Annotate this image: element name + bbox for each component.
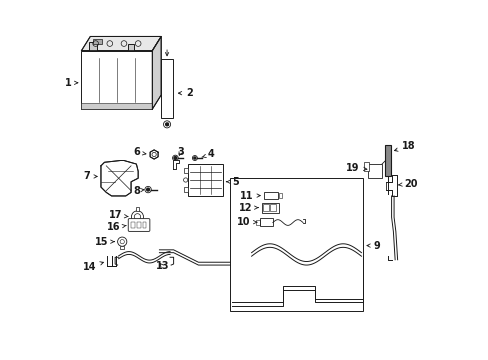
Bar [131,222,135,228]
Text: 9: 9 [366,240,380,251]
Text: 10: 10 [237,217,256,227]
Circle shape [192,156,197,161]
Circle shape [144,186,151,193]
Text: 16: 16 [107,222,126,233]
Text: 19: 19 [346,163,366,172]
Polygon shape [152,36,161,109]
Polygon shape [173,160,179,169]
Polygon shape [81,36,161,51]
Text: 7: 7 [83,171,97,181]
Circle shape [270,204,273,207]
Bar [183,187,187,192]
Bar [260,218,272,226]
Bar [127,44,134,51]
Circle shape [134,214,141,220]
Text: 4: 4 [202,149,214,159]
Circle shape [273,204,276,207]
Bar [230,178,363,311]
Text: 1: 1 [64,78,78,88]
Text: 3: 3 [177,147,183,157]
Bar [93,39,102,44]
Bar [263,204,268,211]
Bar [142,222,146,228]
Polygon shape [150,150,158,159]
Bar [270,204,275,211]
Text: 6: 6 [133,147,145,157]
Bar [264,192,278,199]
Text: 2: 2 [178,88,192,98]
Text: 18: 18 [394,141,415,151]
Bar [261,203,278,213]
Circle shape [165,123,168,126]
Circle shape [131,211,143,223]
Bar [187,164,223,196]
Bar [161,59,173,118]
Circle shape [120,239,124,244]
Bar [364,162,368,171]
Bar [81,51,152,109]
Text: 20: 20 [398,179,417,189]
Bar [135,207,139,211]
Circle shape [172,155,178,161]
Text: 15: 15 [95,237,114,247]
Bar [81,103,152,109]
Circle shape [183,178,187,182]
Text: 14: 14 [82,262,103,272]
Bar [384,145,390,176]
FancyBboxPatch shape [128,219,149,231]
Text: 5: 5 [226,177,238,187]
Text: 8: 8 [133,186,143,195]
Circle shape [146,188,149,191]
Circle shape [193,157,196,159]
Bar [256,220,260,225]
Text: 12: 12 [238,203,258,213]
Bar [183,168,187,173]
Polygon shape [386,175,396,196]
Text: 17: 17 [108,211,128,220]
Circle shape [266,204,269,207]
Circle shape [118,237,126,246]
Bar [88,42,97,51]
Polygon shape [101,161,138,196]
Text: 11: 11 [240,190,260,201]
Bar [137,222,141,228]
Bar [278,193,281,198]
Circle shape [174,157,177,159]
Bar [367,164,381,178]
Bar [120,246,124,249]
Text: 13: 13 [155,261,169,271]
